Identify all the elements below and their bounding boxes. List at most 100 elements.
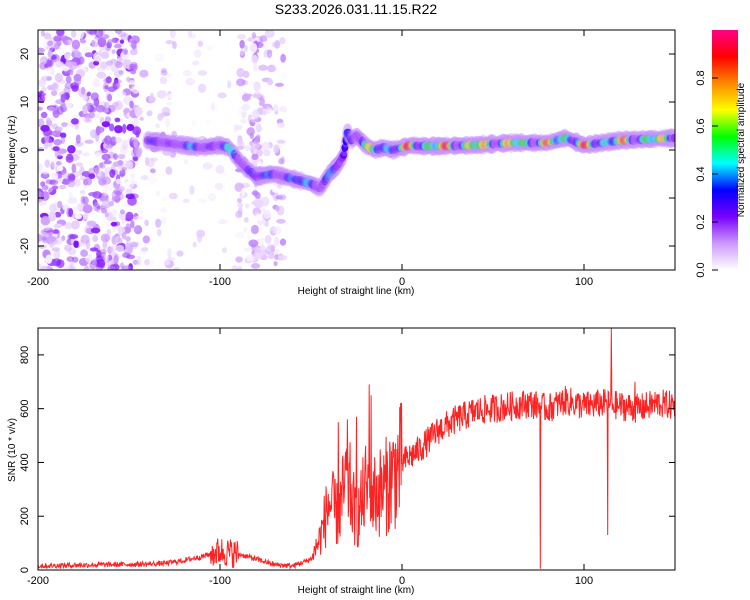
spectrogram-noise-blob	[159, 76, 168, 85]
spectrogram-noise-blob	[258, 97, 266, 107]
spectrogram-noise-blob	[98, 30, 106, 37]
colorbar: 0.0 0.2 0.4 0.6 0.8 Normalized spectral ampl…	[695, 30, 747, 278]
spectrogram-noise-blob	[114, 77, 119, 84]
spectrogram-noise-blob	[46, 58, 53, 67]
spectrogram-noise-blob	[197, 40, 204, 47]
spectrogram-noise-blob	[119, 209, 125, 215]
snr-x-tick-label: -200	[27, 575, 49, 587]
spectrogram-noise-blob	[56, 106, 64, 115]
spectrogram-noise-blob	[256, 148, 263, 157]
spectrogram-noise-blob	[237, 207, 243, 217]
spectrogram-noise-blob	[41, 236, 47, 241]
spectrogram-noise-blob	[182, 69, 192, 77]
spectrogram-noise-blob	[249, 43, 258, 53]
spectrogram-noise-blob	[236, 78, 246, 87]
spectrogram-noise-blob	[50, 54, 57, 60]
spectrogram-noise-blob	[243, 216, 249, 223]
spectrogram-noise-blob	[41, 167, 50, 175]
spectrogram-noise-blob	[149, 168, 156, 174]
spectrogram-y-tick-label: -10	[19, 190, 31, 206]
spectrogram-noise-blob	[248, 239, 259, 248]
spectrogram-noise-blob	[43, 32, 52, 40]
spectrogram-noise-blob	[241, 210, 249, 218]
spectrogram-noise-blob	[275, 248, 280, 254]
spectrogram-noise-blob	[115, 136, 123, 144]
spectrogram-noise-blob	[185, 151, 193, 156]
spectrogram-noise-blob	[114, 117, 121, 123]
spectrogram-noise-blob	[113, 153, 118, 160]
spectrogram-noise-blob	[274, 82, 285, 87]
spectrogram-noise-blob	[93, 60, 100, 66]
spectrogram-noise-blob	[265, 225, 275, 232]
spectrogram-noise-blob	[50, 90, 58, 97]
colorbar-label: Normalized spectral amplitude	[736, 82, 747, 217]
spectrogram-noise-blob	[54, 126, 63, 132]
spectrogram-noise-blob	[129, 179, 137, 185]
spectrogram-noise-blob	[215, 164, 225, 174]
spectrogram-noise-blob	[145, 259, 154, 267]
spectrogram-noise-blob	[56, 165, 64, 172]
spectrogram-noise-blob	[60, 136, 66, 145]
spectrogram-noise-blob	[142, 235, 150, 244]
spectrogram-noise-blob	[117, 159, 124, 166]
spectrogram-noise-blob	[234, 124, 243, 131]
spectrogram-noise-blob	[210, 102, 216, 112]
spectrogram-noise-blob	[100, 248, 107, 255]
spectrogram-noise-blob	[192, 60, 200, 66]
spectrogram-noise-blob	[71, 256, 79, 263]
spectrogram-noise-blob	[241, 187, 246, 198]
spectrogram-noise-blob	[46, 76, 52, 81]
spectrogram-noise-blob	[39, 61, 47, 70]
spectrogram-noise-blob	[280, 53, 287, 63]
spectrogram-noise-blob	[132, 241, 142, 246]
spectrogram-noise-blob	[264, 30, 275, 38]
spectrogram-noise-blob	[167, 93, 176, 100]
figure-title: S233.2026.031.11.15.R22	[275, 1, 438, 17]
spectrogram-noise-blob	[60, 93, 66, 103]
snr-y-tick-label: 800	[19, 346, 31, 364]
spectrogram-noise-blob	[76, 203, 84, 211]
spectrogram-noise-blob	[75, 149, 83, 155]
spectrogram-noise-blob	[38, 79, 46, 85]
spectrogram-noise-blob	[70, 118, 79, 125]
spectrogram-noise-blob	[74, 51, 82, 59]
spectrogram-noise-blob	[52, 129, 62, 138]
spectrogram-noise-blob	[266, 49, 273, 59]
spectrogram-noise-blob	[202, 162, 213, 170]
spectrogram-noise-blob	[46, 235, 57, 243]
spectrogram-noise-blob	[51, 82, 58, 90]
spectrogram-noise-blob	[214, 182, 224, 191]
spectrogram-ridge-cell	[340, 150, 348, 159]
spectrogram-noise-blob	[130, 220, 135, 229]
spectrogram-noise-blob	[102, 144, 113, 154]
spectrogram-noise-blob	[261, 141, 270, 151]
spectrogram-noise-blob	[73, 206, 79, 212]
spectrogram-noise-blob	[40, 30, 45, 37]
spectrogram-noise-blob	[71, 84, 79, 92]
spectrogram-noise-blob	[274, 39, 281, 49]
spectrogram-noise-blob	[82, 95, 88, 101]
spectrogram-noise-blob	[125, 188, 133, 195]
spectrogram-noise-blob	[85, 239, 91, 250]
spectrogram-noise-blob	[121, 265, 132, 270]
spectrogram-noise-blob	[149, 92, 154, 102]
spectrogram-noise-blob	[276, 218, 286, 224]
spectrogram-noise-blob	[113, 70, 123, 78]
spectrogram-noise-blob	[40, 265, 48, 270]
spectrogram-noise-blob	[41, 184, 49, 191]
spectrogram-noise-blob	[124, 242, 131, 250]
spectrogram-noise-blob	[50, 161, 55, 170]
spectrogram-noise-blob	[280, 156, 286, 165]
spectrogram-noise-blob	[46, 44, 55, 52]
spectrogram-noise-blob	[222, 113, 233, 123]
spectrogram-noise-blob	[119, 39, 125, 44]
spectrogram-noise-blob	[51, 123, 58, 130]
spectrogram-noise-blob	[113, 145, 120, 150]
spectrogram-noise-blob	[53, 139, 62, 146]
spectrogram-noise-blob	[114, 125, 123, 134]
spectrogram-noise-blob	[84, 139, 94, 144]
spectrogram-noise-blob	[43, 227, 54, 233]
spectrogram-noise-blob	[109, 209, 118, 218]
spectrogram-noise-blob	[82, 213, 89, 220]
